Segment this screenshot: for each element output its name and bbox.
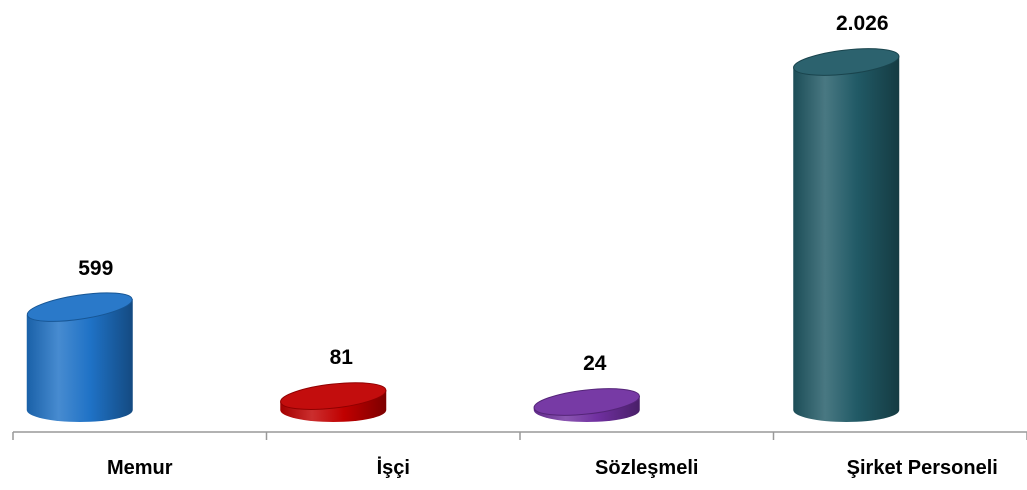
category-label: Şirket Personeli xyxy=(847,457,998,479)
value-label: 599 xyxy=(78,257,113,280)
bar-0 xyxy=(26,292,133,422)
category-label: Sözleşmeli xyxy=(595,457,698,479)
bar-3 xyxy=(793,48,900,422)
bars-group xyxy=(26,48,900,422)
bar-top-cap xyxy=(793,48,900,76)
bar-top-cap xyxy=(533,388,640,416)
bar-2 xyxy=(533,388,640,422)
value-label: 24 xyxy=(583,352,607,375)
category-label: Memur xyxy=(107,457,173,479)
labels-group: 599 Memur 81 İşçi 24 Sözleşmeli 2.026 Şirket Pe… xyxy=(78,12,998,479)
bar-body xyxy=(793,56,900,422)
bar-1 xyxy=(280,382,387,422)
category-label: İşçi xyxy=(377,456,410,479)
value-label: 81 xyxy=(330,346,354,369)
bar-top-cap xyxy=(26,292,133,322)
bar-body xyxy=(26,299,133,422)
x-axis-ticks xyxy=(12,432,1027,440)
value-label: 2.026 xyxy=(836,12,889,35)
bar-top-cap xyxy=(280,382,387,410)
